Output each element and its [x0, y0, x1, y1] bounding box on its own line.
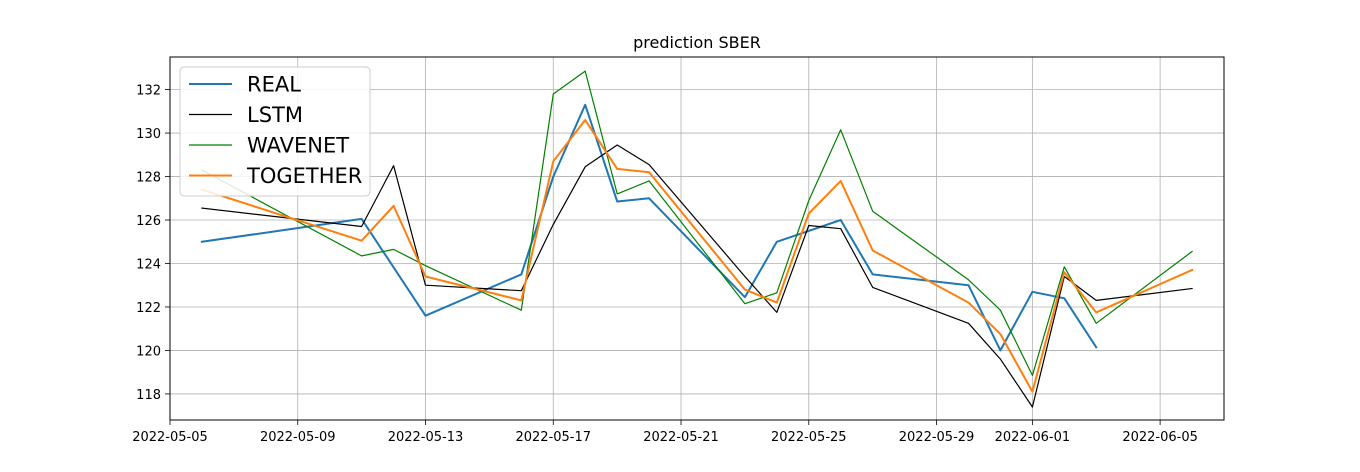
series-lines [200, 70, 1194, 408]
legend-box [179, 66, 371, 197]
y-tick-label: 118 [136, 388, 161, 403]
plot-frame [169, 56, 1225, 421]
x-tick-label: 2022-06-01 [995, 430, 1071, 445]
x-tick-label: 2022-05-17 [515, 430, 591, 445]
x-tick-label: 2022-05-29 [899, 430, 975, 445]
x-tick-label: 2022-05-25 [771, 430, 847, 445]
legend: REAL LSTM WAVENET TOGETHER [179, 66, 371, 197]
legend-label-lstm: LSTM [247, 103, 303, 127]
y-axis: 118 120 122 124 126 128 130 132 [136, 84, 170, 403]
y-tick-label: 124 [136, 257, 161, 272]
x-tick-label: 2022-05-21 [643, 430, 719, 445]
series-line-lstm [201, 144, 1193, 408]
legend-label-real: REAL [247, 73, 301, 97]
y-tick-label: 120 [136, 344, 161, 359]
y-tick-label: 130 [136, 127, 161, 142]
x-axis: 2022-05-05 2022-05-09 2022-05-13 2022-05-17… [132, 420, 1198, 445]
legend-label-wavenet: WAVENET [247, 134, 349, 158]
legend-label-together: TOGETHER [246, 164, 362, 188]
series-line-together [200, 119, 1194, 393]
y-tick-label: 122 [136, 301, 161, 316]
y-tick-label: 126 [136, 214, 161, 229]
x-tick-label: 2022-05-13 [388, 430, 464, 445]
series-line-wavenet [201, 70, 1193, 376]
y-tick-label: 132 [136, 84, 161, 99]
x-tick-label: 2022-06-05 [1122, 430, 1198, 445]
y-tick-label: 128 [136, 171, 161, 186]
chart-title: prediction SBER [633, 33, 761, 52]
x-tick-label: 2022-05-09 [260, 430, 336, 445]
x-tick-label: 2022-05-05 [132, 430, 208, 445]
